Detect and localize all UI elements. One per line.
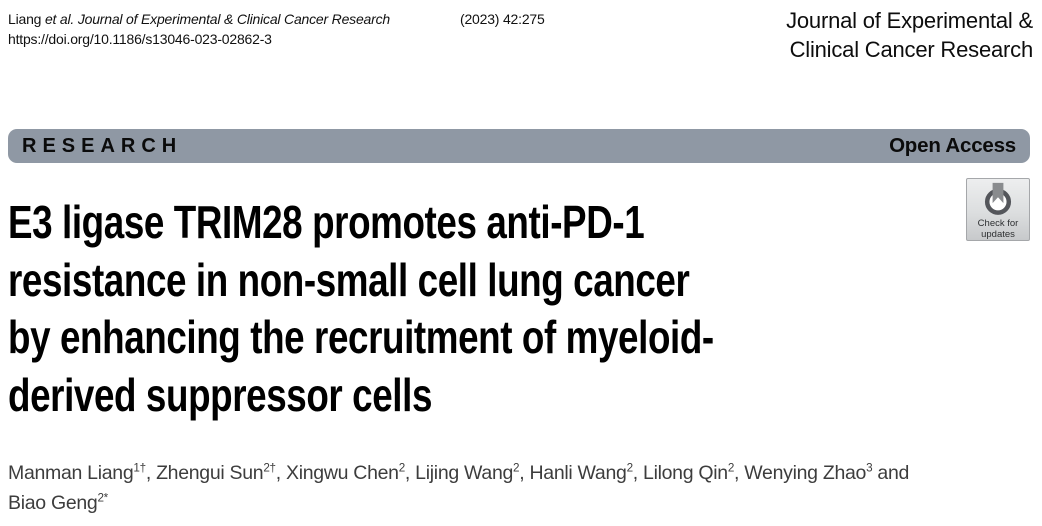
author-name: Wenying Zhao3 <box>744 461 873 484</box>
article-type-label: RESEARCH <box>22 134 183 157</box>
author-name: Biao Geng2* <box>8 491 108 514</box>
title-line-1: E3 ligase TRIM28 promotes anti-PD-1 <box>8 196 645 248</box>
journal-name-line-2: Clinical Cancer Research <box>789 37 1034 62</box>
author-name: Zhengui Sun2† <box>156 461 276 484</box>
journal-name: Journal of Experimental & Clinical Cance… <box>786 6 1033 64</box>
authors-line-1: Manman Liang1†, Zhengui Sun2†, Xingwu Ch… <box>8 461 910 484</box>
article-title: E3 ligase TRIM28 promotes anti-PD-1 resi… <box>8 194 1042 424</box>
author-name: Lijing Wang2 <box>415 461 520 484</box>
author-name: Manman Liang1† <box>8 461 146 484</box>
bookmark-icon <box>992 182 1004 204</box>
authors-line-2: Biao Geng2* <box>8 488 1033 518</box>
check-for-updates-badge[interactable]: Check for updates <box>966 178 1030 241</box>
title-line-3: by enhancing the recruitment of myeloid- <box>8 311 714 363</box>
citation-author: Liang <box>8 11 42 27</box>
title-line-2: resistance in non-small cell lung cancer <box>8 253 690 306</box>
open-access-label: Open Access <box>889 134 1016 157</box>
citation-etal: et al. <box>44 11 75 27</box>
author-name: Hanli Wang2 <box>529 461 634 484</box>
citation-line: Liang et al. Journal of Experimental & C… <box>8 10 545 28</box>
author-list: Manman Liang1†, Zhengui Sun2†, Xingwu Ch… <box>8 458 1033 518</box>
journal-name-line-1: Journal of Experimental & <box>786 8 1033 33</box>
citation-journal: Journal of Experimental & Clinical Cance… <box>77 11 390 27</box>
crossmark-icon <box>984 182 1012 215</box>
author-name: Xingwu Chen2 <box>286 461 405 484</box>
citation-volume: (2023) 42:275 <box>460 11 545 27</box>
author-name: Lilong Qin2 <box>643 461 735 484</box>
title-line-4: derived suppressor cells <box>8 368 433 421</box>
doi-link[interactable]: https://doi.org/10.1186/s13046-023-02862… <box>8 31 272 47</box>
research-banner: RESEARCH Open Access <box>8 129 1030 163</box>
check-for-updates-label: Check for updates <box>977 218 1019 240</box>
